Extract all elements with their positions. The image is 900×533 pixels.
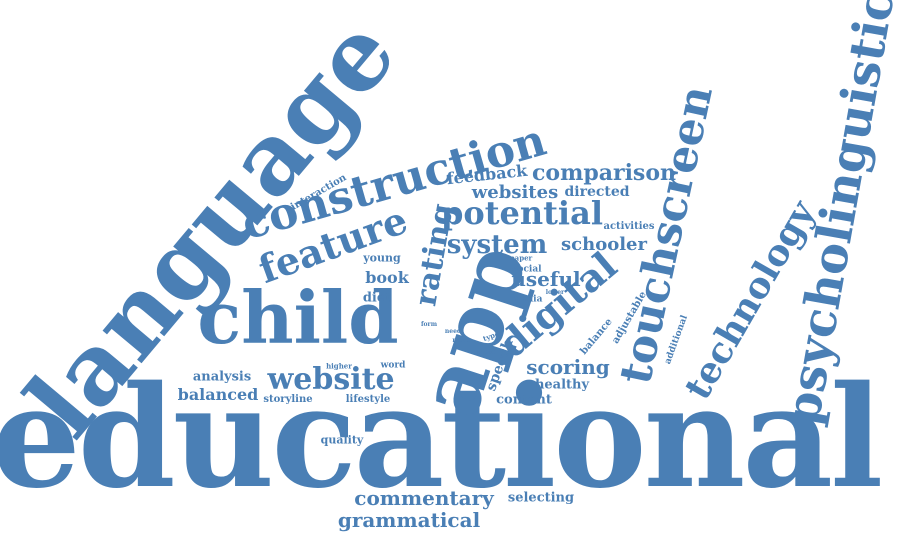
word-young: young: [363, 251, 401, 265]
word-balanced: balanced: [177, 385, 259, 404]
word-higher: higher: [326, 361, 352, 371]
word-form: form: [420, 321, 438, 328]
word-useful: useful: [511, 267, 581, 291]
word-quality: quality: [320, 433, 364, 447]
word-media: media: [511, 294, 543, 305]
word-child: child: [197, 275, 399, 360]
word-input: input: [477, 349, 495, 356]
word-word: word: [380, 360, 406, 371]
word-social: social: [512, 264, 542, 275]
word-healthy: healthy: [534, 377, 590, 393]
word-selecting: selecting: [507, 490, 575, 506]
word-diet: diet: [362, 290, 392, 306]
word-schooler: schooler: [561, 234, 647, 255]
word-need: need: [444, 328, 462, 335]
word-more: more: [452, 337, 470, 344]
word-grammatical: grammatical: [337, 508, 481, 532]
word-analysis: analysis: [192, 369, 252, 385]
word-lifestyle: lifestyle: [345, 394, 391, 405]
word-activities: activities: [603, 221, 655, 232]
word-paper: paper: [509, 253, 533, 263]
word-potential: potential: [441, 194, 603, 232]
word-website: website: [267, 362, 395, 397]
word-balance: balance: [578, 316, 615, 357]
word-educational: educational: [0, 356, 883, 520]
word-content: content: [496, 392, 552, 408]
word-storyline: storyline: [263, 394, 313, 405]
word-book: book: [365, 268, 409, 287]
word-scoring: scoring: [526, 355, 610, 379]
word-lower: lower: [545, 289, 565, 296]
word-commentary: commentary: [354, 486, 494, 510]
word-websites: websites: [471, 182, 559, 203]
word-comparison: comparison: [532, 160, 676, 186]
word-directed: directed: [564, 184, 630, 200]
word-system: system: [446, 230, 548, 260]
